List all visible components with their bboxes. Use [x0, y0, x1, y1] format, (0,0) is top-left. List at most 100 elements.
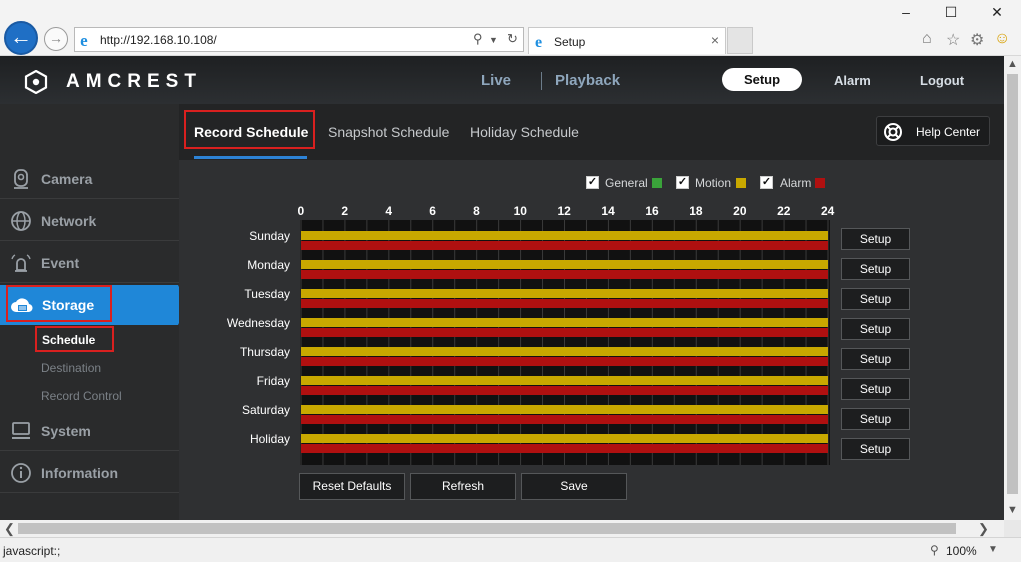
hour-label: 2 [341, 204, 349, 218]
motion-bar[interactable] [301, 434, 828, 443]
nav-live[interactable]: Live [481, 72, 512, 89]
brand-name: AMCREST [66, 71, 202, 92]
sidebar-item-camera[interactable]: Camera [0, 159, 179, 199]
motion-bar[interactable] [301, 347, 828, 356]
legend-general: General [605, 176, 648, 190]
tab-holiday-schedule[interactable]: Holiday Schedule [470, 124, 579, 140]
save-button[interactable]: Save [521, 473, 627, 500]
row-setup-button[interactable]: Setup [841, 318, 910, 340]
new-tab-button[interactable] [727, 27, 753, 54]
refresh-button[interactable]: Refresh [410, 473, 516, 500]
svg-text:e: e [80, 31, 88, 48]
nav-logout[interactable]: Logout [920, 73, 965, 88]
maximize-icon[interactable]: ☐ [944, 4, 958, 20]
legend-general-swatch [652, 178, 662, 188]
hour-label: 18 [689, 204, 703, 218]
alarm-bar[interactable] [301, 241, 828, 250]
close-tab-icon[interactable]: × [710, 32, 719, 48]
horizontal-scroll-thumb[interactable] [18, 523, 956, 534]
dropdown-icon[interactable]: ▼ [489, 35, 498, 45]
sidebar-item-system[interactable]: System [0, 411, 179, 451]
sidebar-item-storage[interactable]: Storage [0, 285, 188, 325]
tab-title: Setup [554, 35, 586, 49]
nav-playback[interactable]: Playback [555, 72, 621, 89]
nav-setup[interactable]: Setup [722, 68, 802, 91]
general-checkbox[interactable]: ✓ [586, 176, 599, 189]
scroll-down-icon[interactable]: ▼ [1007, 504, 1018, 516]
address-bar[interactable]: e http://192.168.10.108/ ⚲ ▼ ↻ [74, 27, 524, 52]
forward-arrow-icon[interactable]: → [44, 27, 68, 51]
alarm-bar[interactable] [301, 328, 828, 337]
schedule-grid[interactable] [300, 220, 830, 465]
alarm-bar[interactable] [301, 299, 828, 308]
scroll-up-icon[interactable]: ▲ [1007, 58, 1018, 70]
favorites-star-icon[interactable]: ☆ [946, 32, 961, 49]
tab-record-schedule[interactable]: Record Schedule [194, 124, 309, 140]
tab-snapshot-schedule[interactable]: Snapshot Schedule [328, 124, 450, 140]
alarm-bar[interactable] [301, 444, 828, 453]
scroll-right-icon[interactable]: ❯ [978, 521, 989, 536]
motion-bar[interactable] [301, 318, 828, 327]
motion-bar[interactable] [301, 376, 828, 385]
home-icon[interactable]: ⌂ [922, 30, 932, 47]
day-label: Tuesday [244, 287, 290, 301]
sidebar-sub-record-control[interactable]: Record Control [41, 389, 122, 403]
alarm-bar[interactable] [301, 357, 828, 366]
ie-logo-icon: e [535, 34, 542, 49]
zoom-icon[interactable]: ⚲ [930, 543, 939, 557]
row-setup-button[interactable]: Setup [841, 348, 910, 370]
alarm-checkbox[interactable]: ✓ [760, 176, 773, 189]
hour-label: 22 [777, 204, 791, 218]
help-center-button[interactable]: Help Center [876, 116, 990, 146]
back-arrow-icon[interactable]: ← [4, 21, 38, 55]
row-setup-button[interactable]: Setup [841, 258, 910, 280]
row-setup-button[interactable]: Setup [841, 288, 910, 310]
motion-bar[interactable] [301, 289, 828, 298]
day-label: Thursday [239, 345, 290, 359]
browser-tab[interactable]: e Setup × [528, 27, 726, 54]
refresh-icon[interactable]: ↻ [507, 31, 518, 46]
alarm-siren-icon [11, 254, 31, 272]
gear-icon[interactable]: ⚙ [970, 32, 985, 49]
vertical-scrollbar[interactable]: ▲ ▼ [1004, 56, 1021, 520]
alarm-bar[interactable] [301, 270, 828, 279]
hour-label: 20 [733, 204, 747, 218]
reset-defaults-button[interactable]: Reset Defaults [299, 473, 405, 500]
sidebar-item-information[interactable]: Information [0, 453, 179, 493]
motion-checkbox[interactable]: ✓ [676, 176, 689, 189]
browser-chrome: ← → e http://192.168.10.108/ ⚲ ▼ ↻ e Set… [0, 0, 1021, 56]
nav-alarm[interactable]: Alarm [834, 73, 871, 88]
motion-bar[interactable] [301, 260, 828, 269]
row-setup-button[interactable]: Setup [841, 438, 910, 460]
smiley-icon[interactable]: ☺ [994, 30, 1011, 47]
nav-divider [541, 72, 542, 90]
row-setup-button[interactable]: Setup [841, 378, 910, 400]
motion-bar[interactable] [301, 231, 828, 240]
lifebuoy-icon [884, 123, 902, 141]
sidebar-label: Network [41, 213, 97, 229]
zoom-dropdown-icon[interactable]: ▼ [988, 544, 998, 555]
vertical-scroll-thumb[interactable] [1007, 74, 1018, 494]
row-setup-button[interactable]: Setup [841, 228, 910, 250]
close-window-icon[interactable]: ✕ [991, 4, 1003, 20]
alarm-bar[interactable] [301, 415, 828, 424]
minimize-icon[interactable]: – [902, 4, 910, 20]
zoom-level[interactable]: 100% [946, 544, 977, 558]
storage-active-bg [0, 285, 188, 325]
sidebar-sub-destination[interactable]: Destination [41, 361, 102, 375]
motion-bar[interactable] [301, 405, 828, 414]
url-text[interactable]: http://192.168.10.108/ [100, 33, 217, 47]
search-icon[interactable]: ⚲ [473, 31, 483, 46]
cloud-storage-icon [11, 298, 33, 313]
horizontal-scrollbar[interactable]: ❮ ❯ [0, 520, 1004, 537]
day-label: Saturday [241, 403, 290, 417]
scroll-left-icon[interactable]: ❮ [4, 521, 15, 536]
sidebar-label: Storage [42, 297, 95, 313]
alarm-bar[interactable] [301, 386, 828, 395]
sidebar-item-network[interactable]: Network [0, 201, 179, 241]
schedule-highlight [35, 326, 114, 352]
sidebar-sub-schedule[interactable]: Schedule [42, 333, 96, 347]
sidebar-item-event[interactable]: Event [0, 243, 179, 283]
row-setup-button[interactable]: Setup [841, 408, 910, 430]
